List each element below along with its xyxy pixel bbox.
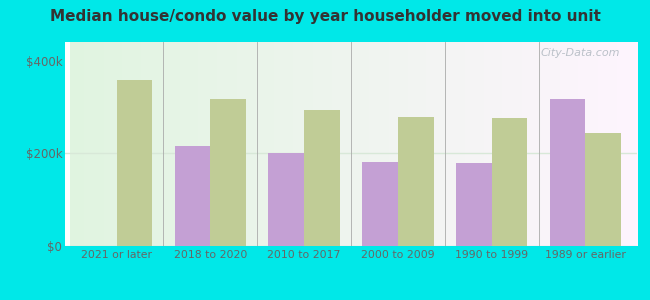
Bar <box>211 99 246 246</box>
Bar <box>175 146 211 246</box>
Bar <box>362 162 398 246</box>
Text: Median house/condo value by year householder moved into unit: Median house/condo value by year househo… <box>49 9 601 24</box>
Text: City-Data.com: City-Data.com <box>540 48 620 58</box>
Bar <box>268 153 304 246</box>
Bar <box>398 117 434 246</box>
Bar <box>116 80 152 246</box>
Bar <box>491 118 527 246</box>
Bar <box>586 133 621 246</box>
Bar <box>456 163 491 246</box>
Bar <box>550 99 586 246</box>
Bar <box>304 110 340 246</box>
